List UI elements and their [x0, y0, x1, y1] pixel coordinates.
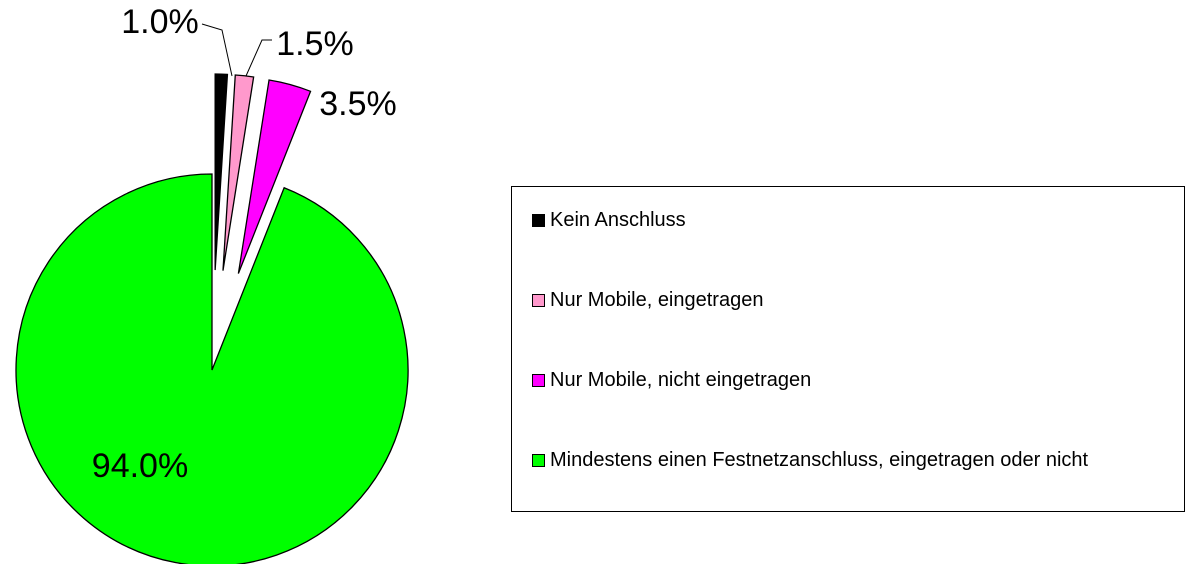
data-label: 94.0%	[92, 447, 188, 485]
legend-label: Nur Mobile, nicht eingetragen	[550, 369, 812, 391]
data-label: 1.0%	[121, 3, 199, 41]
data-label: 1.5%	[276, 25, 354, 63]
legend-label: Mindestens einen Festnetzanschluss, eing…	[550, 449, 1089, 471]
leader-line	[201, 23, 233, 77]
legend-swatch	[532, 374, 545, 387]
data-label: 3.5%	[319, 85, 397, 123]
legend-item: Kein Anschluss	[530, 207, 1190, 233]
pie-slice	[214, 73, 229, 271]
legend-swatch	[532, 294, 545, 307]
legend-label: Kein Anschluss	[550, 209, 686, 231]
pie-slice	[15, 173, 409, 564]
legend-item: Mindestens einen Festnetzanschluss, eing…	[530, 447, 1190, 473]
leader-line	[245, 39, 272, 77]
legend-label: Nur Mobile, eingetragen	[550, 289, 764, 311]
legend-item: Nur Mobile, nicht eingetragen	[530, 367, 1190, 393]
legend-item: Nur Mobile, eingetragen	[530, 287, 1190, 313]
pie-slice	[222, 74, 255, 271]
legend-swatch	[532, 214, 545, 227]
legend: Kein Anschluss Nur Mobile, eingetragen Nur…	[511, 186, 1185, 512]
legend-swatch	[532, 454, 545, 467]
pie-slice	[237, 79, 312, 274]
